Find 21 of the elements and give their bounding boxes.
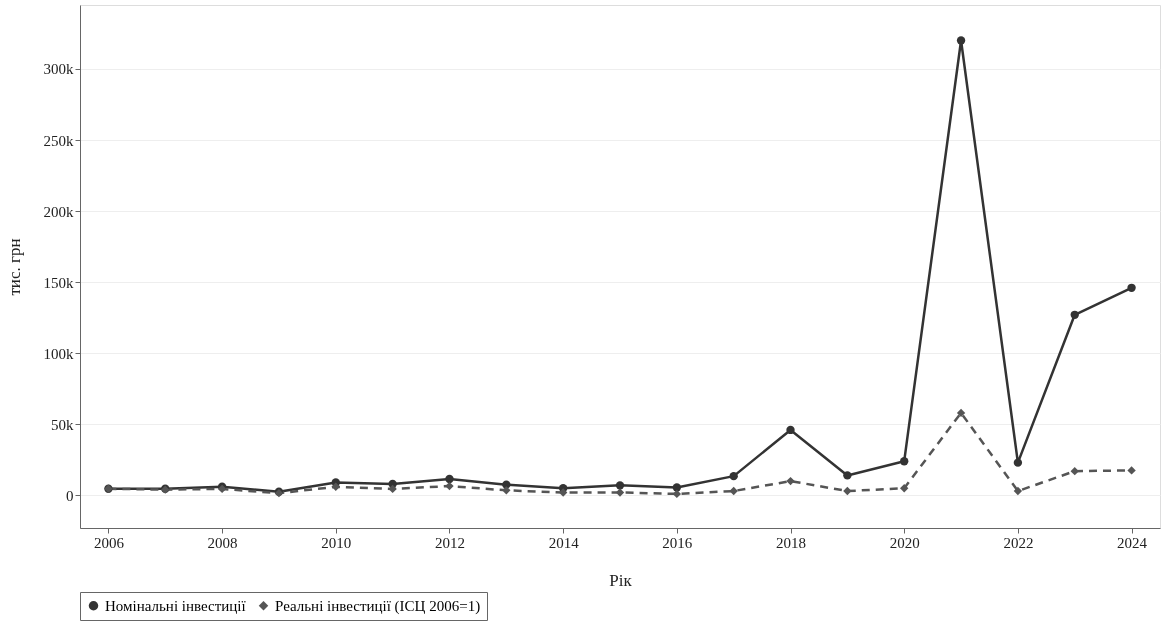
x-tick-label: 2020 xyxy=(889,534,920,551)
y-axis-title: тис. грн xyxy=(4,238,24,296)
y-tick-label: 300k xyxy=(43,61,74,78)
x-tick-label: 2024 xyxy=(1117,534,1148,551)
x-tick-label: 2016 xyxy=(662,534,693,551)
y-tick-label: 100k xyxy=(43,345,74,362)
x-axis-title: Рік xyxy=(609,570,633,590)
x-tick-label: 2010 xyxy=(321,534,352,551)
y-tick-label: 50k xyxy=(51,416,74,433)
y-tick-label: 0 xyxy=(66,487,74,504)
x-tick-label: 2022 xyxy=(1003,534,1034,551)
x-tick-label: 2012 xyxy=(434,534,465,551)
legend-label: Номінальні інвестиції xyxy=(105,597,247,614)
x-tick-label: 2018 xyxy=(776,534,807,551)
y-tick-label: 200k xyxy=(43,203,74,220)
x-tick-label: 2014 xyxy=(548,534,580,551)
y-tick-label: 150k xyxy=(43,274,74,291)
legend-label: Реальні інвестиції (ІСЦ 2006=1) xyxy=(275,597,481,615)
x-tick-label: 2008 xyxy=(207,534,238,551)
x-tick-label: 2006 xyxy=(93,534,125,551)
y-tick-label: 250k xyxy=(43,132,74,149)
